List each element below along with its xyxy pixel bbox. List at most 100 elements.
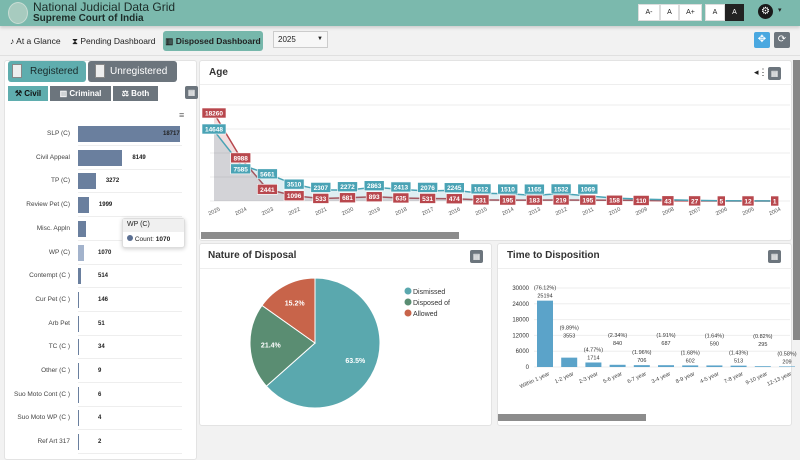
app-header: National Judicial Data Grid Supreme Cour… [0,0,800,26]
horizontal-scrollbar[interactable] [498,414,646,421]
hourglass-icon: ⧗ [72,36,81,46]
bar[interactable] [78,410,79,427]
tooltip-value: 1070 [155,236,171,243]
bar[interactable] [78,363,79,379]
bar-label: SLP (C) [47,130,70,137]
bar[interactable] [78,291,79,308]
bar[interactable] [78,339,79,356]
case-type-panel [4,60,197,460]
bar-value: 9 [98,368,102,374]
bar[interactable] [78,434,79,451]
bar-label: Misc. Appln [36,224,70,232]
divider [498,268,793,269]
tab-unregistered[interactable]: Unregistered [88,61,177,82]
tab-registered[interactable]: Registered [8,61,86,82]
bar-label: Ref Art 317 [37,438,70,446]
series-dot [127,235,133,241]
trash-icon: ▥ [165,36,176,46]
bar-value: 51 [98,320,105,327]
bar-value: 8149 [132,154,146,161]
row-divider [78,405,182,407]
document-icon [12,64,22,78]
gavel-icon: ⚒ [14,89,25,98]
bar[interactable] [78,220,87,237]
nav-at-a-glance[interactable]: ♪ At a Glance [10,36,61,46]
app-subtitle: Supreme Court of India [33,13,144,24]
bar-value: 4 [98,415,102,422]
light-theme-button[interactable]: A [705,4,725,21]
horizontal-scrollbar[interactable] [201,232,459,239]
bar[interactable] [78,386,79,403]
menu-icon[interactable]: ≡ [179,110,185,120]
app-title: National Judicial Data Grid [33,0,176,14]
row-divider [78,216,182,218]
font-decrease-button[interactable]: A- [638,4,660,21]
gear-icon[interactable]: ⚙ [758,4,773,19]
bar[interactable] [78,244,84,261]
bar[interactable] [78,315,79,332]
year-select[interactable]: 2025 ▼ [273,31,328,48]
row-divider [78,382,182,383]
chevron-down-icon[interactable]: ▾ [778,7,782,14]
nav-pending-dashboard[interactable]: ⧗ Pending Dashboard [72,36,155,47]
emblem-logo [8,2,28,24]
dark-theme-button[interactable]: A [725,4,744,21]
bell-icon: ♪ [10,36,17,46]
move-icon[interactable]: ✥ [754,32,770,48]
row-divider [78,287,182,289]
bar-value: 18717 [163,131,180,137]
bar-label: Arb Pet [48,319,70,327]
chevron-down-icon: ▼ [317,36,323,42]
table-icon[interactable]: ▦ [185,86,198,99]
nav-disposed-dashboard[interactable]: ▥ Disposed Dashboard [163,31,263,51]
chart-tooltip: WP (C) Count: 1070 [122,218,185,248]
bar[interactable] [78,268,81,285]
more-options-icon[interactable]: ◂⋮ [754,67,768,77]
bar-label: Suo Moto WP (C ) [17,414,70,422]
nav-label: Disposed Dashboard [175,36,261,46]
bar-label: TC (C ) [48,343,70,351]
tab-label: Unregistered [110,66,168,77]
refresh-icon[interactable]: ⟳ [774,32,790,48]
bar-label: Review Pet (C) [26,201,70,209]
panel-title: Age [209,67,228,78]
nature-of-disposal-panel: Nature of Disposal ▦ [199,243,493,426]
bar-value: 1999 [98,202,113,209]
bar[interactable] [78,197,89,214]
row-divider [78,310,182,312]
bank-icon: ▥ [59,89,70,98]
bar-label: TP (C) [50,177,70,185]
subtab-both[interactable]: ⚖ Both [113,86,158,101]
table-icon[interactable]: ▦ [470,250,483,263]
bar-value: 6 [98,391,102,398]
time-to-disposition-panel: Time to Disposition ▦ [497,243,793,426]
row-divider [78,168,182,170]
font-normal-button[interactable]: A [660,4,679,21]
scale-icon: ⚖ [121,89,132,98]
bar[interactable] [78,173,96,190]
bar-value: 3272 [105,178,120,185]
bar-value: 1070 [98,249,112,256]
bar-label: WP (C) [48,248,70,256]
divider [200,84,793,85]
document-warning-icon [95,64,105,78]
bar-value: 146 [98,296,109,303]
subtab-label: Criminal [69,89,102,98]
row-divider [78,192,182,194]
bar-label: Other (C ) [41,367,70,374]
table-icon[interactable]: ▦ [768,250,781,263]
page-scrollbar[interactable] [793,60,800,340]
subtab-criminal[interactable]: ▥ Criminal [50,86,111,101]
row-divider [78,263,182,265]
bar-label: Civil Appeal [36,153,70,161]
nav-label: Pending Dashboard [80,36,156,46]
bar-value: 34 [98,344,105,351]
row-divider [78,334,182,336]
bar[interactable] [78,149,123,166]
table-icon[interactable]: ▦ [768,67,781,80]
subtab-civil[interactable]: ⚒ Civil [8,86,48,101]
year-value: 2025 [278,35,296,44]
font-increase-button[interactable]: A+ [679,4,702,21]
bar[interactable] [78,126,180,142]
nav-label: At a Glance [16,36,61,46]
